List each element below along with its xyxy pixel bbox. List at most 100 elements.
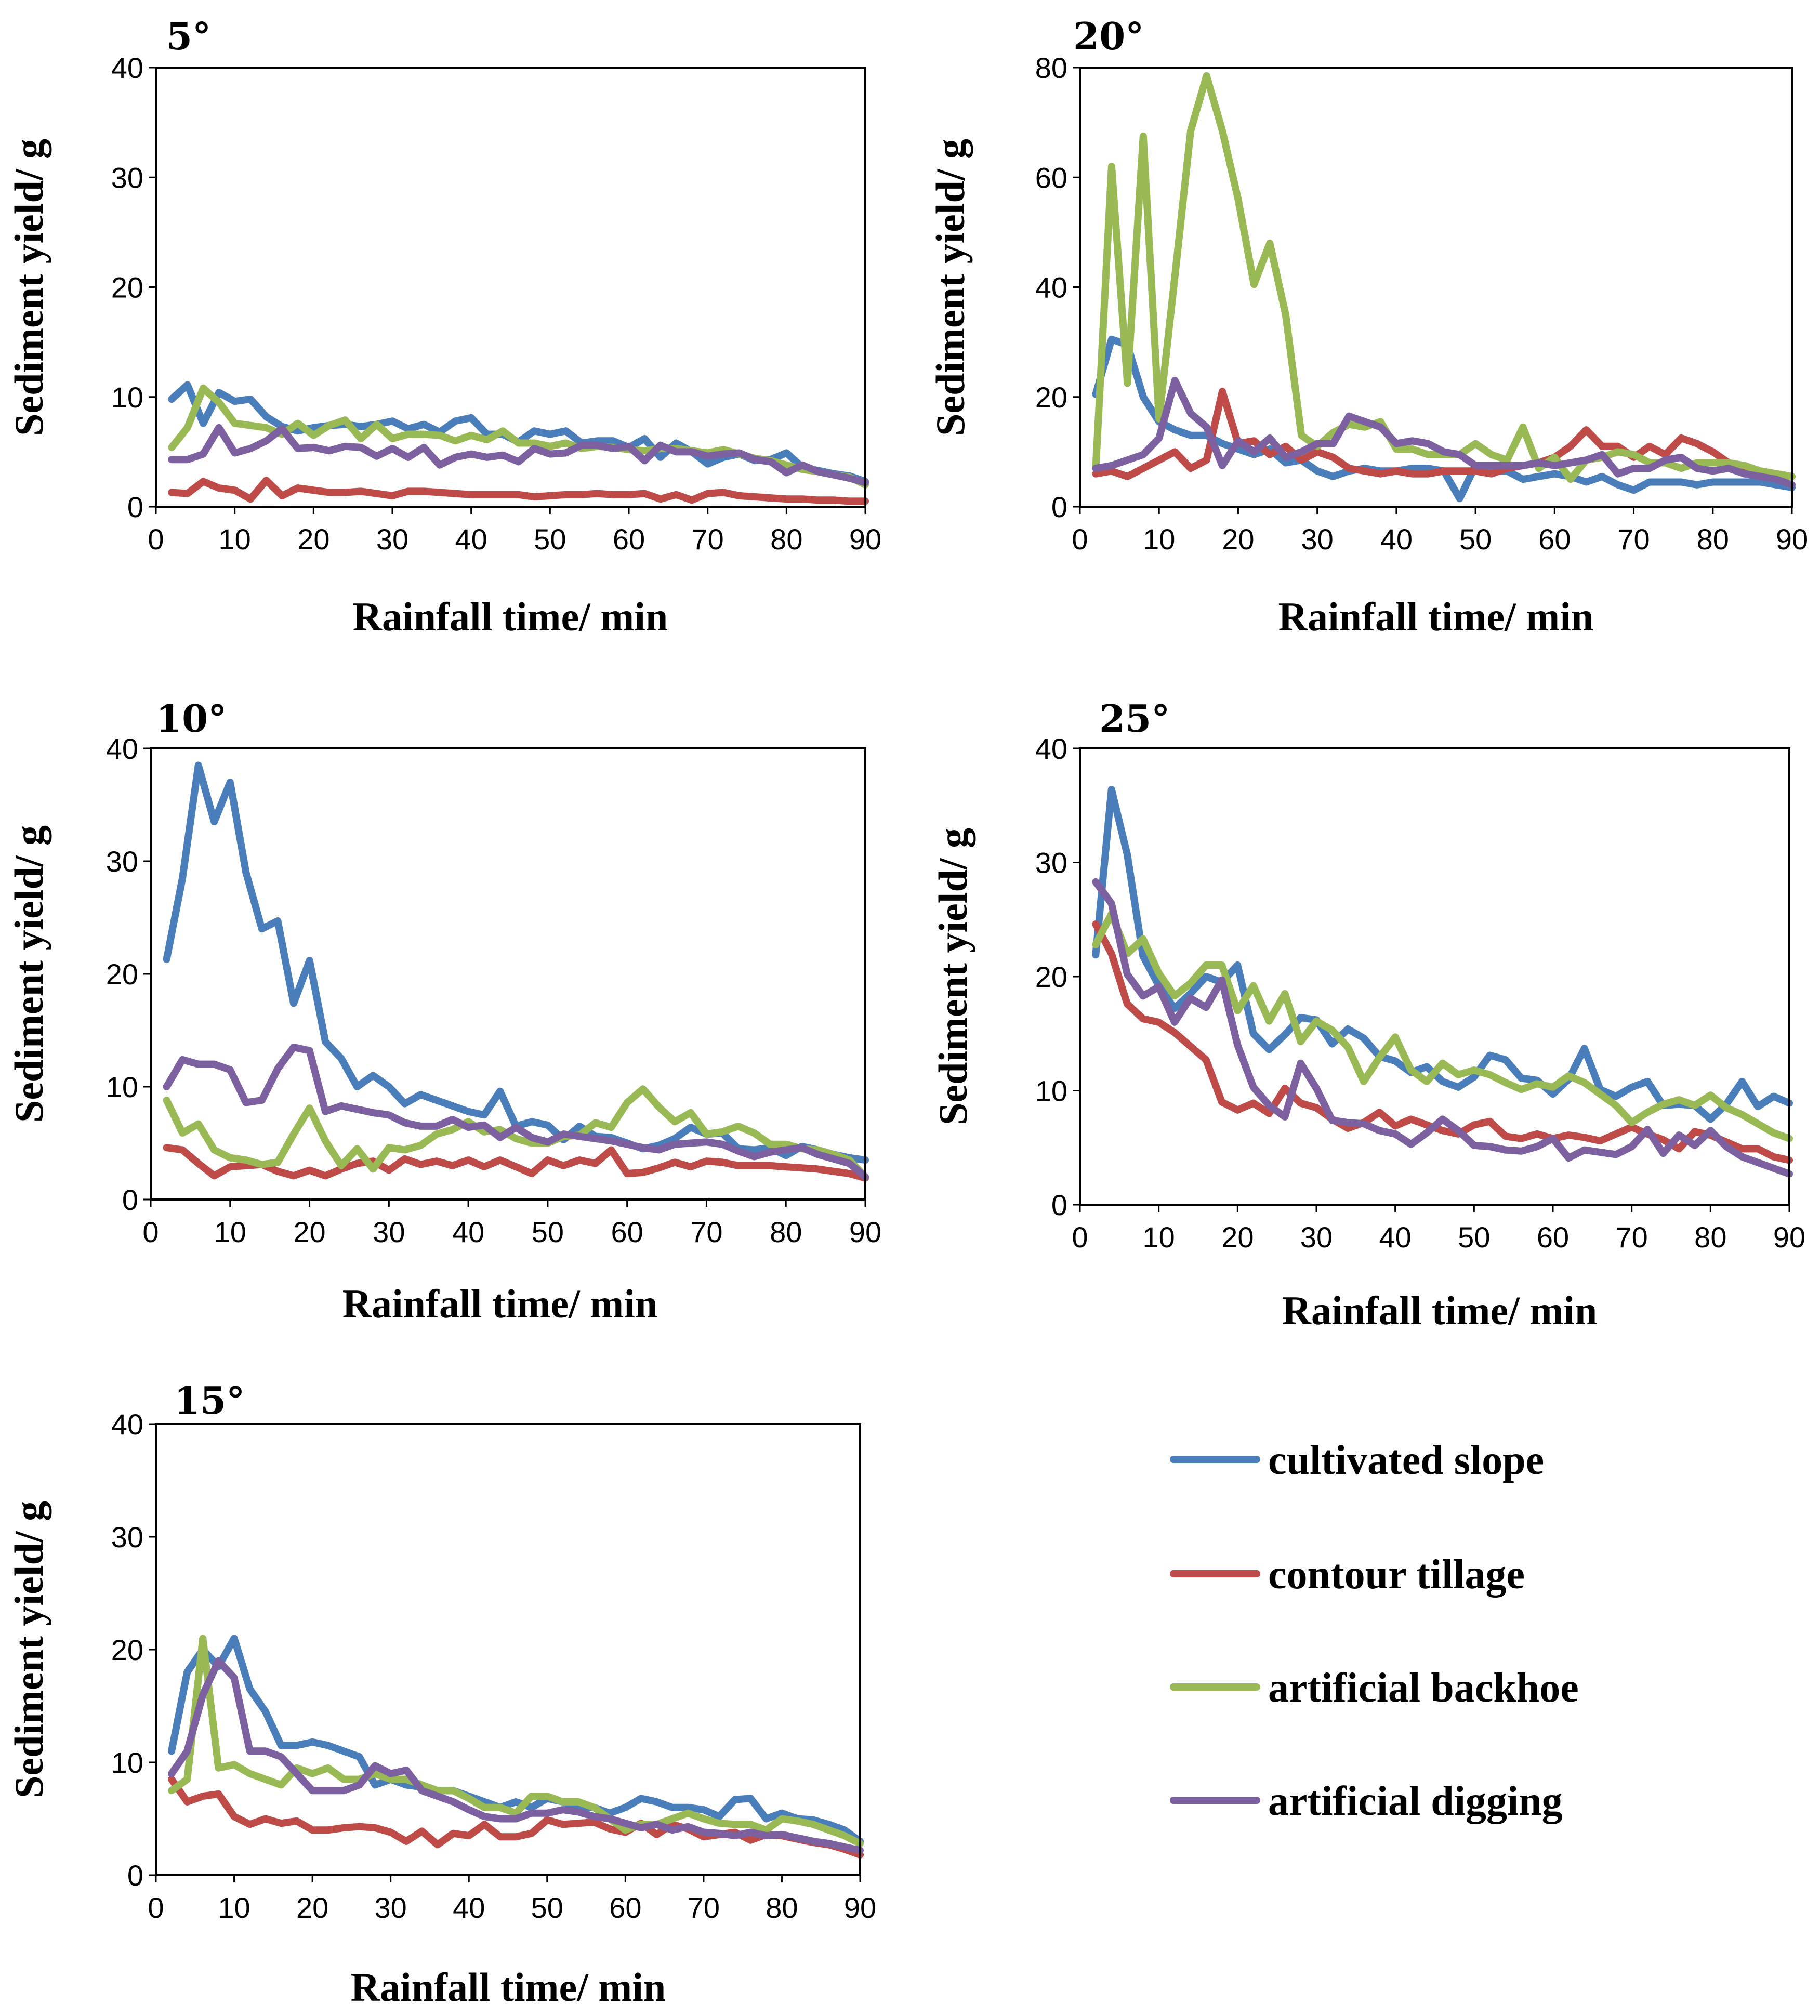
x-tick-label: 20 [1222,523,1254,556]
series-line-artificial-backhoe [1092,910,1793,1142]
series-line-artificial-digging [163,1044,869,1181]
x-tick-label: 80 [1697,523,1729,556]
x-tick-label: 30 [373,1216,405,1248]
x-tick-label: 0 [1072,523,1088,556]
x-tick-label: 10 [1143,523,1175,556]
x-axis-label: Rainfall time/ min [1282,1288,1598,1333]
x-tick-label: 70 [690,1216,722,1248]
series-line-artificial-backhoe [163,1085,869,1181]
x-tick-label: 0 [148,523,164,556]
tick-group: 0 10 20 30 40 0 10 20 30 40 50 60 70 80 90 [106,732,881,1248]
x-tick-label: 90 [1776,523,1808,556]
series-line-contour-tillage [163,1144,869,1182]
tick-group: 0 10 20 30 40 0 10 20 30 40 50 60 70 80 90 [1035,732,1805,1254]
x-tick-label: 40 [1379,1221,1412,1254]
x-tick-label: 10 [219,523,251,556]
x-tick-label: 50 [532,1216,564,1248]
x-axis-label: Rainfall time/ min [353,594,668,639]
x-tick-label: 50 [1459,523,1492,556]
y-axis-label: Sediment yield/ g [928,139,973,436]
y-tick-label: 30 [111,1521,143,1553]
series-line-artificial-backhoe [168,1635,864,1848]
tick-group: 0 20 40 60 80 0 10 20 30 40 50 60 70 80 90 [1035,51,1808,556]
x-tick-label: 90 [1773,1221,1805,1254]
y-tick-label: 30 [1035,847,1067,879]
y-tick-label: 20 [1035,381,1067,414]
x-tick-label: 20 [293,1216,325,1248]
y-tick-label: 0 [122,1183,138,1216]
y-tick-label: 60 [1035,161,1067,194]
x-tick-label: 60 [611,1216,643,1248]
x-tick-label: 70 [1616,1221,1648,1254]
x-tick-label: 90 [844,1891,876,1924]
x-tick-label: 10 [1143,1221,1175,1254]
x-tick-label: 50 [1458,1221,1490,1254]
chart-title: 15° [174,1378,245,1422]
legend-label: artificial digging [1268,1778,1563,1824]
plot-frame [155,1423,861,1876]
legend-item: artificial backhoe [1170,1665,1579,1711]
x-tick-label: 80 [770,1216,802,1248]
chart-title: 10° [156,696,227,741]
x-tick-label: 90 [849,1216,881,1248]
y-tick-label: 20 [106,958,138,991]
y-tick-label: 20 [111,271,143,304]
y-axis-label: Sediment yield/ g [6,825,51,1123]
panel-25-degree: 25° 0 10 20 30 40 0 10 20 30 40 50 60 70 80 90 Sedimen… [930,696,1805,1333]
plot-frame [1079,747,1790,1206]
x-tick-label: 80 [1694,1221,1726,1254]
plot-frame [155,67,866,508]
series-group [168,381,869,505]
legend-label: contour tillage [1268,1552,1525,1598]
y-tick-label: 30 [106,845,138,878]
series-line-artificial-digging [1092,377,1796,489]
x-tick-label: 70 [1617,523,1650,556]
legend-label: artificial backhoe [1268,1665,1579,1711]
x-tick-label: 50 [534,523,566,556]
series-group [1092,786,1793,1178]
y-tick-label: 20 [111,1633,143,1666]
chart-title: 20° [1073,14,1144,58]
y-axis-label: Sediment yield/ g [6,1501,51,1798]
x-tick-label: 50 [531,1891,563,1924]
y-tick-label: 10 [111,1746,143,1779]
series-line-cultivated-slope [168,1635,864,1845]
y-axis-label: Sediment yield/ g [6,139,51,436]
x-tick-label: 90 [849,523,881,556]
series-line-artificial-digging [168,424,869,486]
x-tick-label: 10 [214,1216,246,1248]
x-axis-label: Rainfall time/ min [351,1965,666,2010]
x-tick-label: 0 [142,1216,159,1248]
plot-frame [1079,67,1793,508]
tick-group: 0 10 20 30 40 0 10 20 30 40 50 60 70 80 90 [111,1408,876,1924]
legend-label: cultivated slope [1268,1438,1544,1483]
y-tick-label: 0 [1051,491,1067,523]
y-tick-label: 40 [1035,271,1067,304]
y-tick-label: 40 [111,51,143,84]
x-tick-label: 0 [1072,1221,1088,1254]
y-tick-label: 10 [106,1071,138,1103]
chart-title: 25° [1099,696,1170,741]
y-tick-label: 30 [111,161,143,194]
panel-20-degree: 20° 0 20 40 60 80 0 10 20 30 40 50 60 70 80 90 Sedimen… [928,14,1808,639]
series-line-cultivated-slope [163,761,869,1164]
chart-title: 5° [166,14,211,58]
x-tick-label: 30 [375,1891,407,1924]
panel-5-degree: 5° 0 10 20 30 40 0 10 20 30 40 50 60 70 80 90 Sediment… [6,14,881,639]
series-line-contour-tillage [1092,920,1793,1164]
x-tick-label: 20 [297,523,329,556]
x-tick-label: 70 [688,1891,720,1924]
series-line-artificial-digging [168,1657,864,1854]
y-tick-label: 40 [106,732,138,765]
legend: cultivated slope contour tillage artific… [1170,1438,1579,1824]
x-tick-label: 30 [1300,1221,1333,1254]
x-tick-label: 80 [770,523,802,556]
y-tick-label: 10 [1035,1075,1067,1108]
x-tick-label: 40 [452,1216,484,1248]
series-line-contour-tillage [168,477,869,505]
x-tick-label: 60 [613,523,645,556]
series-group [168,1635,864,1859]
series-group [1092,72,1796,503]
x-tick-label: 40 [453,1891,485,1924]
